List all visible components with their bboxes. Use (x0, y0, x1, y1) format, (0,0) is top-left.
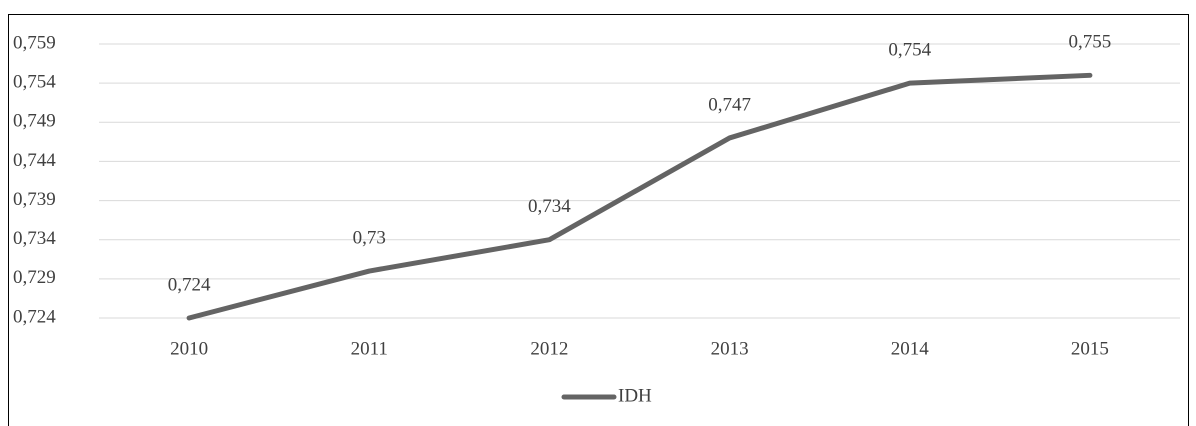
y-tick-label: 0,759 (13, 32, 56, 53)
x-tick-label: 2010 (170, 338, 208, 359)
x-tick-label: 2011 (351, 338, 388, 359)
y-tick-label: 0,724 (13, 306, 56, 327)
y-tick-label: 0,749 (13, 111, 56, 132)
legend-label: IDH (618, 385, 652, 406)
data-label: 0,747 (708, 94, 751, 115)
y-tick-label: 0,744 (13, 150, 56, 171)
data-label: 0,734 (528, 196, 571, 217)
x-tick-label: 2015 (1071, 338, 1109, 359)
chart-border (8, 14, 1189, 426)
series-line (186, 72, 1093, 321)
y-tick-label: 0,729 (13, 267, 56, 288)
x-tick-label: 2014 (891, 338, 930, 359)
y-tick-label: 0,754 (13, 72, 56, 93)
data-label: 0,755 (1069, 32, 1112, 53)
data-label: 0,754 (888, 40, 931, 61)
y-tick-label: 0,734 (13, 228, 56, 249)
y-tick-label: 0,739 (13, 189, 56, 210)
data-label: 0,724 (168, 274, 211, 295)
x-tick-label: 2012 (530, 338, 568, 359)
data-label: 0,73 (353, 227, 386, 248)
x-tick-label: 2013 (711, 338, 749, 359)
